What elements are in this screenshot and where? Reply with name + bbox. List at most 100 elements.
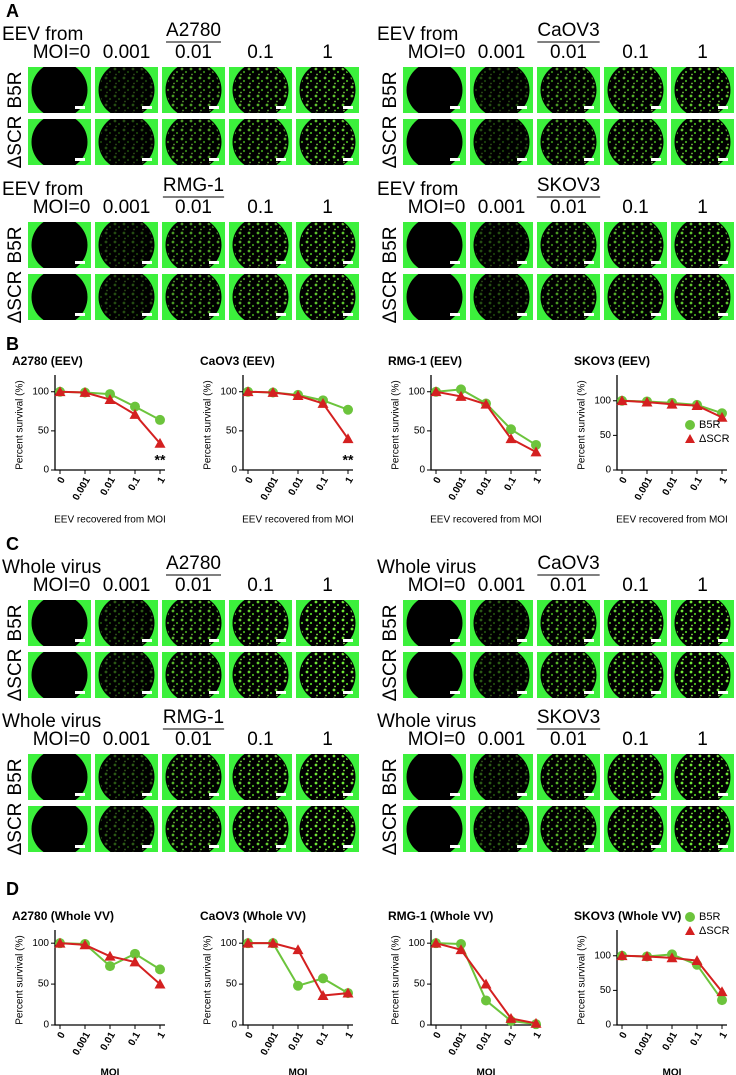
row-label: B5R: [380, 72, 401, 109]
marker: [242, 386, 254, 397]
micrograph: [28, 652, 91, 698]
micrograph: [604, 754, 667, 800]
micrograph: [403, 600, 466, 646]
column-label: 0.1: [247, 42, 273, 63]
micrograph: [604, 600, 667, 646]
micrograph: [162, 119, 225, 165]
cells: [166, 119, 221, 165]
scale-bar: [142, 106, 152, 109]
scale-bar: [517, 106, 527, 109]
grid-header: Whole virus: [2, 711, 101, 732]
x-tick-label: 0.01: [287, 475, 306, 498]
scale-bar: [343, 793, 353, 796]
x-tick-label: 0.1: [502, 1030, 519, 1048]
micrograph: [28, 274, 91, 320]
scale-bar: [517, 158, 527, 161]
cells: [300, 754, 355, 800]
marker: [641, 950, 653, 961]
cells: [300, 222, 355, 268]
x-tick-label: 0: [432, 1030, 445, 1041]
well: [31, 67, 88, 113]
x-tick-label: 0: [56, 1030, 69, 1041]
x-tick-label: 1: [344, 475, 357, 486]
column-label: 1: [322, 729, 333, 750]
scale-bar: [142, 793, 152, 796]
y-axis-label: Percent survival (%): [15, 380, 26, 469]
micrograph: [470, 754, 533, 800]
column-label: 1: [697, 42, 708, 63]
micrograph: [537, 222, 600, 268]
legend-marker: [685, 434, 695, 443]
row-label: B5R: [5, 759, 26, 796]
scale-bar: [75, 313, 85, 316]
column-label: 0.1: [247, 197, 273, 218]
scale-bar: [718, 313, 728, 316]
x-tick-label: 1: [344, 1030, 357, 1041]
y-tick-label: 100: [220, 938, 237, 949]
scale-bar: [450, 691, 460, 694]
micrograph: [604, 67, 667, 113]
cells: [675, 652, 730, 698]
scale-bar: [343, 313, 353, 316]
well: [406, 806, 463, 852]
micrograph: [296, 754, 359, 800]
y-tick-label: 0: [419, 465, 425, 476]
scale-bar: [718, 793, 728, 796]
marker: [54, 937, 66, 948]
column-label: 0.01: [550, 197, 587, 218]
column-label: MOI=0: [408, 729, 466, 750]
chart-title: RMG-1 (EEV): [388, 354, 462, 368]
marker: [455, 944, 467, 955]
micrograph: [296, 119, 359, 165]
column-label: 0.1: [247, 575, 273, 596]
cells: [541, 806, 596, 852]
y-tick-label: 50: [414, 979, 426, 990]
scale-bar: [651, 106, 661, 109]
x-tick-label: 0.1: [688, 1030, 705, 1048]
legend-label: ΔSCR: [699, 925, 730, 937]
marker: [318, 973, 328, 984]
x-tick-label: 0.01: [661, 475, 680, 498]
well: [31, 652, 88, 698]
cells: [541, 67, 596, 113]
cells: [474, 652, 529, 698]
well: [406, 274, 463, 320]
column-label: 0.001: [478, 197, 526, 218]
cells: [233, 806, 288, 852]
scale-bar: [718, 106, 728, 109]
cells: [99, 652, 154, 698]
cell-line: CaOV3: [537, 20, 599, 41]
micrograph: [470, 806, 533, 852]
x-tick-label: 1: [532, 1030, 545, 1041]
marker: [267, 937, 279, 948]
panel-label: D: [6, 879, 19, 899]
micrograph: [671, 67, 734, 113]
cells: [474, 222, 529, 268]
scale-bar: [517, 639, 527, 642]
cells: [608, 222, 663, 268]
marker: [430, 937, 442, 948]
scale-bar: [209, 158, 219, 161]
micrograph: [296, 806, 359, 852]
y-tick-label: 50: [226, 426, 238, 437]
scale-bar: [142, 691, 152, 694]
marker: [481, 995, 491, 1006]
micrograph: [229, 67, 292, 113]
x-axis-label: MOI: [289, 1068, 308, 1075]
cells: [166, 652, 221, 698]
cells: [166, 274, 221, 320]
column-label: 0.01: [175, 575, 212, 596]
micrograph: [604, 222, 667, 268]
micrograph: [403, 67, 466, 113]
legend-label: ΔSCR: [699, 433, 730, 445]
scale-bar: [517, 261, 527, 264]
cells: [608, 274, 663, 320]
scale-bar: [450, 261, 460, 264]
cells: [541, 754, 596, 800]
column-label: 1: [697, 729, 708, 750]
micrograph: [537, 652, 600, 698]
scale-bar: [450, 793, 460, 796]
scale-bar: [651, 261, 661, 264]
scale-bar: [584, 691, 594, 694]
marker: [154, 437, 166, 448]
